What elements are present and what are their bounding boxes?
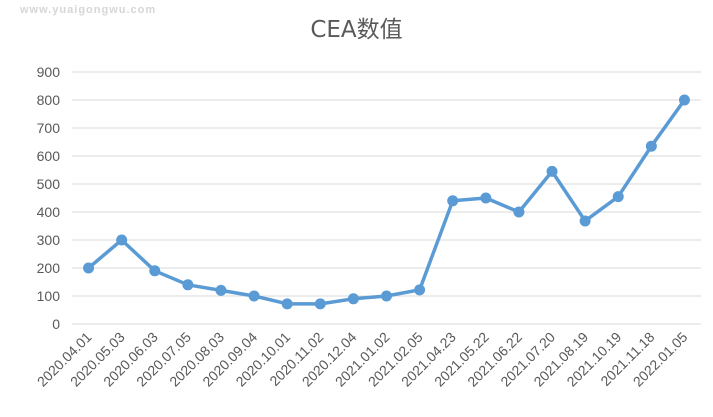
x-axis-ticks: 2020.04.012020.05.032020.06.032020.07.05… — [34, 329, 691, 390]
y-tick-label: 700 — [37, 120, 61, 136]
y-tick-label: 900 — [37, 64, 61, 80]
data-point — [480, 192, 492, 204]
y-tick-label: 800 — [37, 92, 61, 108]
watermark: www.yuaigongwu.com — [20, 4, 157, 16]
data-point — [83, 262, 95, 274]
data-point — [347, 293, 359, 305]
y-tick-label: 500 — [37, 176, 61, 192]
series-points — [83, 94, 690, 310]
data-point — [215, 284, 227, 296]
data-point — [414, 284, 426, 296]
data-point — [546, 165, 558, 177]
y-axis-ticks: 0 100 200 300 400 500 600 700 800 900 — [37, 64, 61, 332]
y-tick-label: 200 — [37, 260, 61, 276]
series-line — [86, 98, 687, 306]
data-point — [381, 290, 392, 302]
y-tick-label: 300 — [37, 232, 61, 248]
data-point — [281, 298, 293, 310]
data-point — [513, 206, 525, 218]
gridlines — [72, 71, 701, 325]
data-point — [314, 298, 326, 310]
y-tick-label: 100 — [37, 288, 61, 304]
data-point — [248, 290, 260, 302]
data-point — [645, 140, 657, 152]
chart-title: CEA数值 — [310, 17, 403, 43]
series-line-path — [86, 98, 687, 306]
data-point — [447, 195, 459, 207]
y-tick-label: 0 — [52, 316, 60, 332]
y-tick-label: 600 — [37, 148, 61, 164]
y-tick-label: 400 — [37, 204, 61, 220]
data-point — [612, 191, 624, 203]
data-point — [182, 279, 194, 291]
data-point — [579, 215, 591, 227]
data-point — [116, 234, 128, 246]
data-point — [149, 265, 161, 277]
data-point — [678, 94, 690, 106]
